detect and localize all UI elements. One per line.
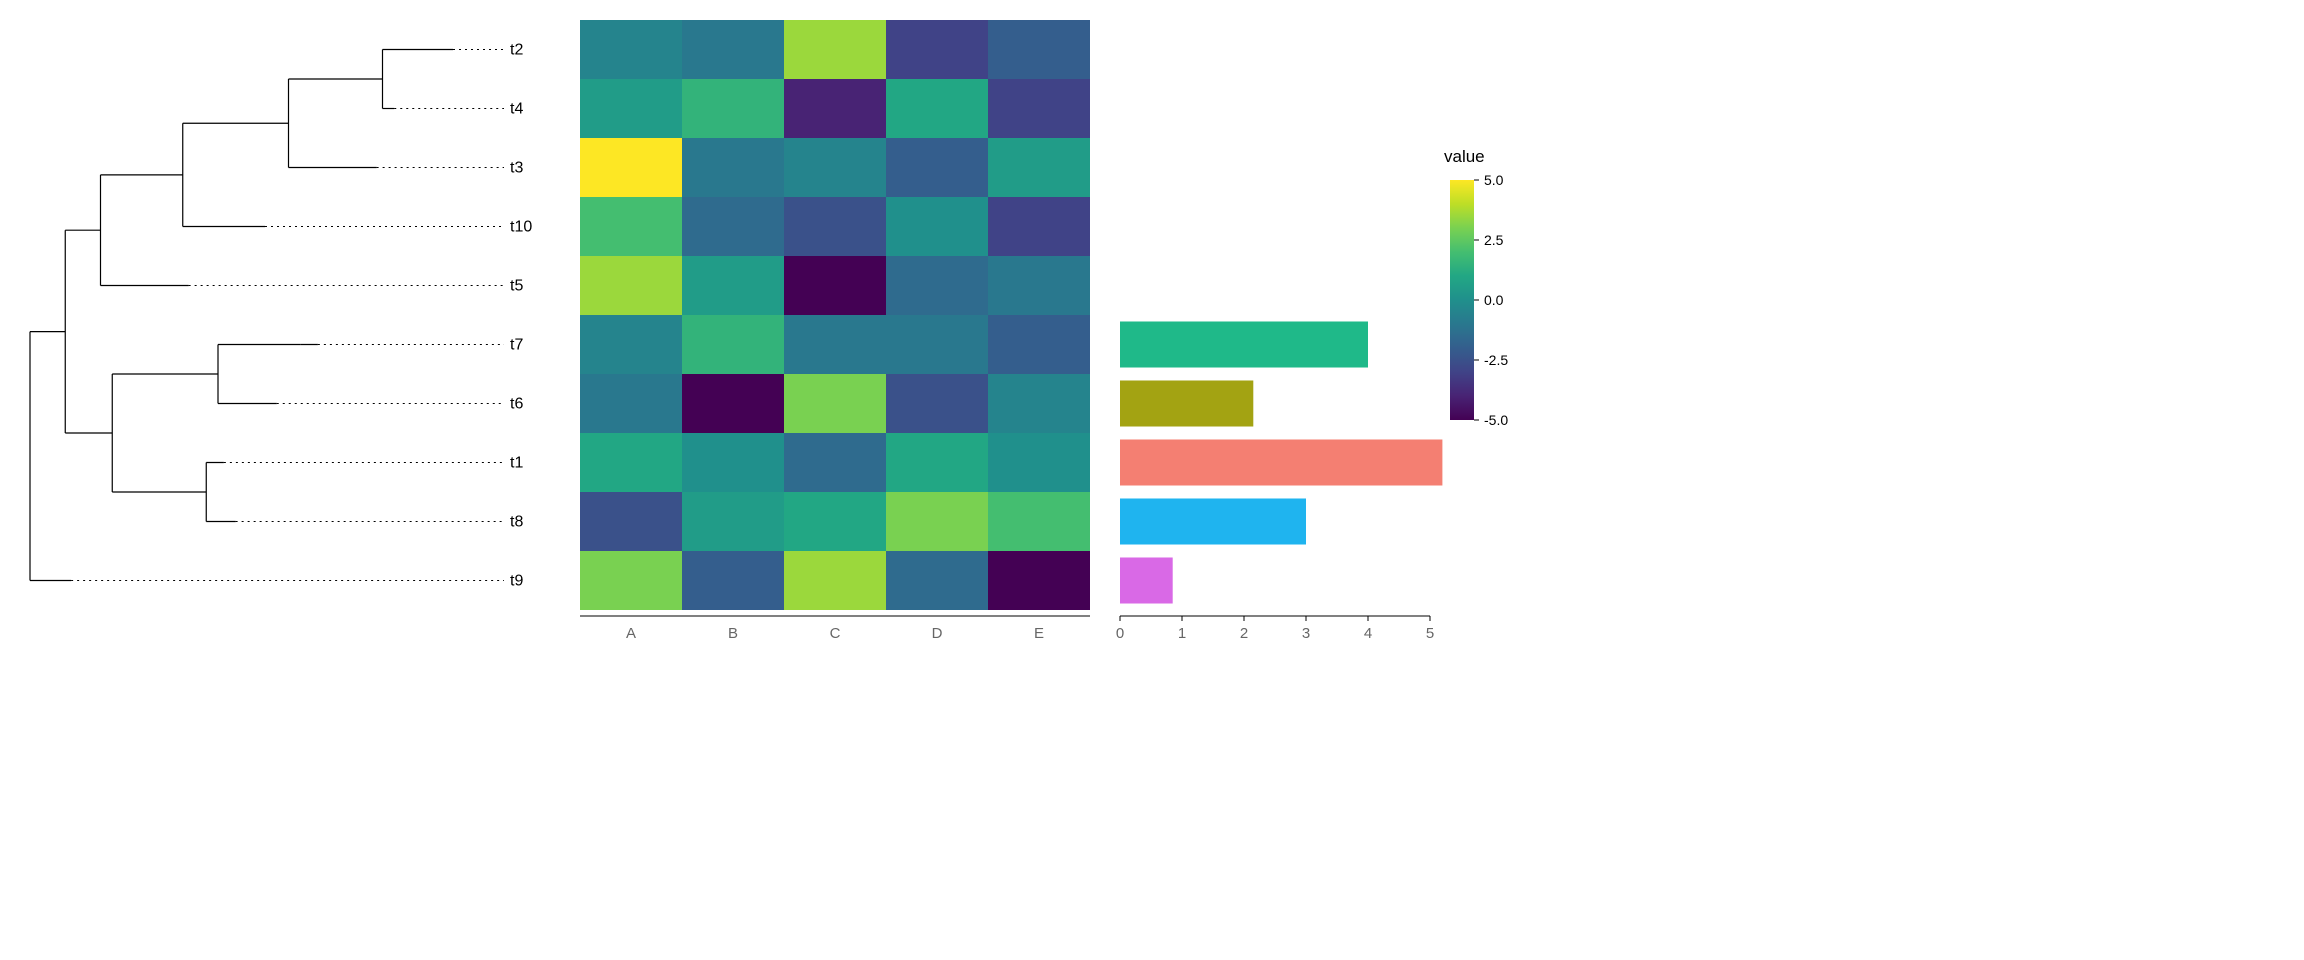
heatmap-cell	[682, 433, 784, 492]
heatmap-cell	[784, 138, 886, 197]
bar-x-tick-label: 4	[1364, 625, 1372, 640]
heatmap-cell	[682, 551, 784, 610]
legend-tick-label: 5.0	[1484, 172, 1504, 188]
tip-label: t7	[510, 337, 523, 354]
heatmap-cell	[886, 79, 988, 138]
heatmap-cell	[580, 315, 682, 374]
legend-tick-label: -5.0	[1484, 412, 1508, 428]
heatmap-cell	[988, 374, 1090, 433]
heatmap-col-label: E	[1034, 625, 1044, 640]
heatmap-cell	[988, 20, 1090, 79]
heatmap-cell	[886, 374, 988, 433]
heatmap-cell	[988, 492, 1090, 551]
heatmap-cell	[784, 20, 886, 79]
heatmap-col-label: A	[626, 625, 636, 640]
heatmap-cell	[886, 492, 988, 551]
heatmap-cell	[580, 138, 682, 197]
heatmap: A B C D E	[580, 20, 1090, 640]
heatmap-cell	[580, 374, 682, 433]
tip-label: t3	[510, 160, 523, 177]
heatmap-cell	[784, 256, 886, 315]
heatmap-cell	[784, 374, 886, 433]
tip-label: t2	[510, 42, 523, 59]
bar	[1120, 557, 1173, 603]
heatmap-cell	[988, 138, 1090, 197]
legend-title: value	[1444, 147, 1485, 166]
heatmap-cell	[886, 433, 988, 492]
tip-label: t6	[510, 396, 523, 413]
heatmap-cell	[988, 256, 1090, 315]
tip-label: t5	[510, 278, 523, 295]
heatmap-cell	[988, 433, 1090, 492]
heatmap-cell	[886, 138, 988, 197]
heatmap-cell	[988, 551, 1090, 610]
legend-colorbar	[1450, 180, 1474, 420]
bar-x-tick-label: 1	[1178, 625, 1186, 640]
bar	[1120, 380, 1253, 426]
heatmap-cell	[580, 551, 682, 610]
heatmap-cell	[682, 79, 784, 138]
heatmap-cell	[682, 492, 784, 551]
heatmap-cell	[784, 197, 886, 256]
legend-tick-label: 0.0	[1484, 292, 1504, 308]
legend-tick-label: -2.5	[1484, 352, 1508, 368]
heatmap-cell	[580, 20, 682, 79]
bar-x-tick-label: 3	[1302, 625, 1310, 640]
heatmap-cell	[886, 315, 988, 374]
tip-label: t1	[510, 455, 523, 472]
tip-label: t8	[510, 514, 523, 531]
dendrogram: t2 t4 t3 t10 t5 t7 t6 t1 t8 t9	[30, 42, 532, 590]
heatmap-col-label: D	[932, 625, 943, 640]
heatmap-cell	[580, 197, 682, 256]
heatmap-cell	[784, 315, 886, 374]
tip-label: t10	[510, 219, 532, 236]
heatmap-cell	[886, 20, 988, 79]
heatmap-cell	[784, 551, 886, 610]
bar-x-tick-label: 2	[1240, 625, 1248, 640]
bar	[1120, 321, 1368, 367]
bar	[1120, 439, 1442, 485]
figure: t2 t4 t3 t10 t5 t7 t6 t1 t8 t9 A B C D E 0 1 2 3 4 5 value 5.0…	[0, 0, 1536, 640]
heatmap-cell	[682, 315, 784, 374]
heatmap-cell	[988, 315, 1090, 374]
heatmap-cell	[682, 197, 784, 256]
heatmap-col-label: C	[830, 625, 841, 640]
bar-x-tick-label: 5	[1426, 625, 1434, 640]
heatmap-cell	[784, 79, 886, 138]
heatmap-col-label: B	[728, 625, 738, 640]
heatmap-cell	[580, 256, 682, 315]
heatmap-cell	[886, 551, 988, 610]
heatmap-cell	[784, 433, 886, 492]
heatmap-cell	[886, 197, 988, 256]
heatmap-cell	[988, 79, 1090, 138]
heatmap-cell	[784, 492, 886, 551]
tip-label: t4	[510, 101, 523, 118]
color-legend: value 5.0 2.5 0.0 -2.5 -5.0	[1444, 147, 1508, 428]
bar-chart: 0 1 2 3 4 5	[1116, 321, 1443, 640]
heatmap-cell	[580, 492, 682, 551]
heatmap-cell	[580, 79, 682, 138]
heatmap-cell	[988, 197, 1090, 256]
bar	[1120, 498, 1306, 544]
heatmap-cell	[580, 433, 682, 492]
bar-x-tick-label: 0	[1116, 625, 1124, 640]
heatmap-cell	[886, 256, 988, 315]
heatmap-cell	[682, 374, 784, 433]
legend-tick-label: 2.5	[1484, 232, 1504, 248]
heatmap-cell	[682, 138, 784, 197]
tip-label: t9	[510, 573, 523, 590]
heatmap-cell	[682, 20, 784, 79]
heatmap-cell	[682, 256, 784, 315]
